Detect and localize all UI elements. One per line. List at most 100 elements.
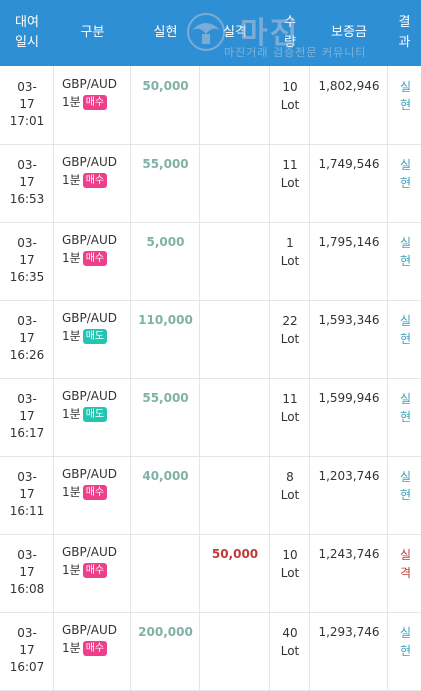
rental-datetime: 03- 17 17:01 bbox=[9, 80, 45, 128]
balance-cell: 1,293,746 bbox=[310, 612, 388, 690]
result: 실 현 bbox=[400, 80, 412, 112]
table-row: 03- 17 16:07 GBP/AUD 1분 매수 200,000 40 Lot… bbox=[0, 612, 421, 691]
table-row: 03- 17 16:35 GBP/AUD 1분 매수 5,000 1 Lot 1,… bbox=[0, 222, 421, 301]
balance: 1,802,946 bbox=[318, 79, 380, 93]
loss-amount: 50,000 bbox=[211, 547, 259, 561]
result-cell: 실 현 bbox=[388, 456, 421, 534]
loss-cell bbox=[200, 300, 270, 378]
qty-cell: 1 Lot bbox=[270, 222, 310, 300]
result: 실 현 bbox=[400, 314, 412, 346]
date-cell: 03- 17 16:53 bbox=[0, 144, 54, 222]
win-cell: 55,000 bbox=[131, 378, 200, 456]
qty-cell: 40 Lot bbox=[270, 612, 310, 690]
header-date: 대여 일시 bbox=[15, 15, 39, 50]
lot-qty: 1 Lot bbox=[280, 236, 300, 268]
result: 실 현 bbox=[400, 236, 412, 268]
symbol: GBP/AUD bbox=[62, 389, 118, 403]
balance-cell: 1,749,546 bbox=[310, 144, 388, 222]
balance-cell: 1,203,746 bbox=[310, 456, 388, 534]
result-cell: 실 현 bbox=[388, 378, 421, 456]
type-cell: GBP/AUD 1분 매수 bbox=[54, 612, 131, 690]
rental-datetime: 03- 17 16:07 bbox=[9, 626, 45, 674]
win-cell: 55,000 bbox=[131, 144, 200, 222]
header-result: 결 과 bbox=[398, 15, 411, 50]
header-balance: 보증금 bbox=[331, 25, 367, 40]
result-cell: 실 현 bbox=[388, 144, 421, 222]
side-badge: 매도 bbox=[82, 407, 108, 422]
result-cell: 실 현 bbox=[388, 222, 421, 300]
date-cell: 03- 17 16:17 bbox=[0, 378, 54, 456]
rental-datetime: 03- 17 16:08 bbox=[9, 548, 45, 596]
period: 1분 bbox=[62, 563, 81, 577]
balance: 1,293,746 bbox=[318, 625, 380, 639]
qty-cell: 11 Lot bbox=[270, 144, 310, 222]
header-qty: 수 량 bbox=[284, 15, 296, 50]
balance: 1,593,346 bbox=[318, 313, 380, 327]
period: 1분 bbox=[62, 95, 81, 109]
win-cell bbox=[131, 534, 200, 612]
type-cell: GBP/AUD 1분 매수 bbox=[54, 456, 131, 534]
table-row: 03- 17 16:26 GBP/AUD 1분 매도 110,000 22 Lot… bbox=[0, 300, 421, 379]
symbol: GBP/AUD bbox=[62, 623, 118, 637]
loss-cell bbox=[200, 144, 270, 222]
win-cell: 110,000 bbox=[131, 300, 200, 378]
balance-cell: 1,243,746 bbox=[310, 534, 388, 612]
win-amount: 5,000 bbox=[146, 235, 185, 249]
date-cell: 03- 17 16:08 bbox=[0, 534, 54, 612]
lot-qty: 11 Lot bbox=[280, 158, 300, 190]
header-loss: 실격 bbox=[223, 25, 247, 40]
table-row: 03- 17 16:17 GBP/AUD 1분 매도 55,000 11 Lot … bbox=[0, 378, 421, 457]
period: 1분 bbox=[62, 329, 81, 343]
balance: 1,749,546 bbox=[318, 157, 380, 171]
symbol: GBP/AUD bbox=[62, 545, 118, 559]
symbol: GBP/AUD bbox=[62, 155, 118, 169]
type-cell: GBP/AUD 1분 매도 bbox=[54, 300, 131, 378]
symbol: GBP/AUD bbox=[62, 467, 118, 481]
type-cell: GBP/AUD 1분 매수 bbox=[54, 222, 131, 300]
side-badge: 매수 bbox=[82, 563, 108, 578]
lot-qty: 8 Lot bbox=[280, 470, 300, 502]
symbol: GBP/AUD bbox=[62, 233, 118, 247]
result: 실 격 bbox=[400, 548, 412, 580]
result: 실 현 bbox=[400, 392, 412, 424]
period: 1분 bbox=[62, 641, 81, 655]
side-badge: 매도 bbox=[82, 329, 108, 344]
win-amount: 55,000 bbox=[142, 157, 189, 171]
win-amount: 200,000 bbox=[138, 625, 193, 639]
balance: 1,795,146 bbox=[318, 235, 380, 249]
loss-cell bbox=[200, 222, 270, 300]
balance-cell: 1,599,946 bbox=[310, 378, 388, 456]
rental-datetime: 03- 17 16:17 bbox=[9, 392, 45, 440]
win-cell: 5,000 bbox=[131, 222, 200, 300]
rental-datetime: 03- 17 16:53 bbox=[9, 158, 45, 206]
date-cell: 03- 17 17:01 bbox=[0, 66, 54, 144]
balance: 1,599,946 bbox=[318, 391, 380, 405]
loss-cell bbox=[200, 456, 270, 534]
win-amount: 50,000 bbox=[142, 79, 189, 93]
side-badge: 매수 bbox=[82, 173, 108, 188]
loss-cell bbox=[200, 378, 270, 456]
lot-qty: 10 Lot bbox=[280, 80, 300, 112]
win-amount: 55,000 bbox=[142, 391, 189, 405]
result: 실 현 bbox=[400, 158, 412, 190]
loss-cell: 50,000 bbox=[200, 534, 270, 612]
date-cell: 03- 17 16:26 bbox=[0, 300, 54, 378]
rental-datetime: 03- 17 16:11 bbox=[9, 470, 45, 518]
lot-qty: 10 Lot bbox=[280, 548, 300, 580]
side-badge: 매수 bbox=[82, 485, 108, 500]
balance-cell: 1,802,946 bbox=[310, 66, 388, 144]
table-row: 03- 17 17:01 GBP/AUD 1분 매수 50,000 10 Lot … bbox=[0, 66, 421, 145]
table-row: 03- 17 16:11 GBP/AUD 1분 매수 40,000 8 Lot 1… bbox=[0, 456, 421, 535]
date-cell: 03- 17 16:11 bbox=[0, 456, 54, 534]
period: 1분 bbox=[62, 407, 81, 421]
result-cell: 실 현 bbox=[388, 66, 421, 144]
win-cell: 50,000 bbox=[131, 66, 200, 144]
rental-datetime: 03- 17 16:26 bbox=[9, 314, 45, 362]
side-badge: 매수 bbox=[82, 95, 108, 110]
date-cell: 03- 17 16:07 bbox=[0, 612, 54, 690]
win-amount: 40,000 bbox=[142, 469, 189, 483]
result-cell: 실 격 bbox=[388, 534, 421, 612]
symbol: GBP/AUD bbox=[62, 77, 118, 91]
balance: 1,203,746 bbox=[318, 469, 380, 483]
result: 실 현 bbox=[400, 470, 412, 502]
